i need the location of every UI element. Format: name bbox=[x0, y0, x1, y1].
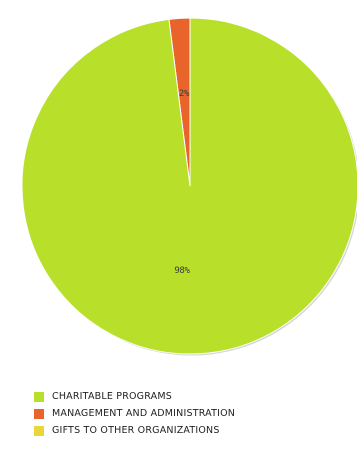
legend-item-management-administration: MANAGEMENT AND ADMINISTRATION bbox=[34, 405, 354, 422]
legend-swatch-gifts-other-organizations bbox=[34, 426, 44, 436]
legend-swatch-charitable-programs bbox=[34, 392, 44, 402]
chart-legend: CHARITABLE PROGRAMS MANAGEMENT AND ADMIN… bbox=[34, 388, 354, 439]
legend-label-charitable-programs: CHARITABLE PROGRAMS bbox=[52, 391, 172, 402]
legend-swatch-management-administration bbox=[34, 409, 44, 419]
legend-item-charitable-programs: CHARITABLE PROGRAMS bbox=[34, 388, 354, 405]
legend-item-gifts-other-organizations: GIFTS TO OTHER ORGANIZATIONS bbox=[34, 422, 354, 439]
legend-label-management-administration: MANAGEMENT AND ADMINISTRATION bbox=[52, 408, 235, 419]
pie-label-charitable-programs: 98% bbox=[174, 266, 190, 276]
pie-label-management-and-administration: 2% bbox=[179, 89, 190, 99]
legend-label-gifts-other-organizations: GIFTS TO OTHER ORGANIZATIONS bbox=[52, 425, 220, 436]
